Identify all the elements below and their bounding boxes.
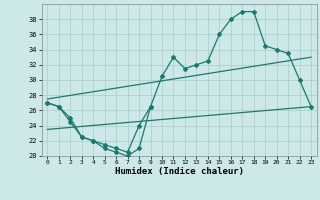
X-axis label: Humidex (Indice chaleur): Humidex (Indice chaleur): [115, 167, 244, 176]
